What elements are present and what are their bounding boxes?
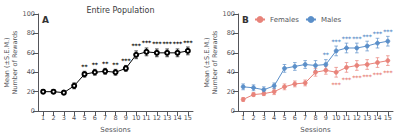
svg-text:13: 13 [163, 114, 171, 122]
svg-text:Mean (±S.E.M.): Mean (±S.E.M.) [3, 37, 11, 87]
svg-text:**: ** [102, 60, 109, 67]
svg-text:3: 3 [262, 114, 266, 122]
svg-text:7: 7 [303, 114, 307, 122]
svg-text:8: 8 [313, 114, 317, 122]
svg-text:2: 2 [251, 114, 255, 122]
svg-text:80: 80 [227, 29, 235, 37]
svg-text:3: 3 [62, 114, 66, 122]
svg-text:12: 12 [353, 114, 361, 122]
svg-text:0: 0 [231, 107, 235, 115]
svg-text:***: *** [342, 35, 352, 42]
svg-text:5: 5 [82, 114, 86, 122]
svg-text:***: *** [342, 76, 352, 83]
svg-text:10: 10 [332, 114, 340, 122]
svg-text:***: *** [362, 73, 372, 80]
svg-text:7: 7 [103, 114, 107, 122]
svg-text:***: *** [373, 30, 383, 37]
svg-text:1: 1 [241, 114, 245, 122]
svg-text:Females: Females [270, 16, 299, 24]
svg-text:13: 13 [363, 114, 371, 122]
svg-text:***: *** [131, 42, 141, 49]
svg-text:**: ** [92, 61, 99, 68]
svg-text:***: *** [173, 40, 183, 47]
svg-text:0: 0 [31, 107, 35, 115]
svg-text:1: 1 [41, 114, 45, 122]
svg-text:4: 4 [72, 114, 76, 122]
svg-text:80: 80 [27, 29, 35, 37]
svg-text:9: 9 [124, 114, 128, 122]
svg-text:***: *** [362, 33, 372, 40]
svg-text:11: 11 [342, 114, 350, 122]
svg-text:Number of Rewards: Number of Rewards [11, 30, 19, 95]
svg-text:15: 15 [384, 114, 392, 122]
svg-text:5: 5 [282, 114, 286, 122]
svg-text:Sessions: Sessions [100, 126, 131, 134]
svg-text:60: 60 [227, 49, 235, 57]
svg-text:8: 8 [113, 114, 117, 122]
svg-text:9: 9 [324, 114, 328, 122]
svg-text:6: 6 [293, 114, 297, 122]
svg-text:***: *** [352, 74, 362, 81]
svg-text:14: 14 [373, 114, 381, 122]
svg-text:40: 40 [27, 68, 35, 76]
svg-text:***: *** [331, 38, 341, 45]
svg-text:**: ** [323, 51, 330, 58]
svg-text:2: 2 [51, 114, 55, 122]
svg-text:10: 10 [132, 114, 140, 122]
svg-text:Males: Males [321, 16, 342, 24]
svg-text:A: A [42, 15, 49, 25]
svg-text:Mean (±S.E.M.): Mean (±S.E.M.) [203, 37, 211, 87]
svg-text:***: *** [152, 40, 162, 47]
svg-text:14: 14 [173, 114, 181, 122]
svg-text:11: 11 [142, 114, 150, 122]
svg-text:4: 4 [272, 114, 276, 122]
svg-text:Sessions: Sessions [300, 126, 331, 134]
svg-text:***: *** [142, 39, 152, 46]
svg-text:6: 6 [93, 114, 97, 122]
svg-text:***: *** [121, 57, 131, 64]
svg-text:***: *** [352, 35, 362, 42]
svg-text:Entire Population: Entire Population [86, 6, 154, 15]
svg-text:***: *** [383, 28, 393, 35]
svg-text:40: 40 [227, 68, 235, 76]
svg-text:***: *** [183, 39, 193, 46]
svg-text:15: 15 [184, 114, 192, 122]
svg-text:20: 20 [227, 88, 235, 96]
svg-text:20: 20 [27, 88, 35, 96]
svg-text:B: B [242, 15, 249, 25]
svg-text:12: 12 [153, 114, 161, 122]
svg-text:**: ** [112, 61, 119, 68]
svg-text:***: *** [383, 69, 393, 76]
svg-text:60: 60 [27, 49, 35, 57]
svg-text:**: ** [81, 63, 88, 70]
svg-text:100: 100 [223, 10, 235, 18]
svg-text:100: 100 [23, 10, 35, 18]
svg-text:***: *** [162, 40, 172, 47]
svg-text:Number of Rewards: Number of Rewards [211, 30, 219, 95]
svg-text:***: *** [331, 81, 341, 88]
svg-text:***: *** [373, 71, 383, 78]
